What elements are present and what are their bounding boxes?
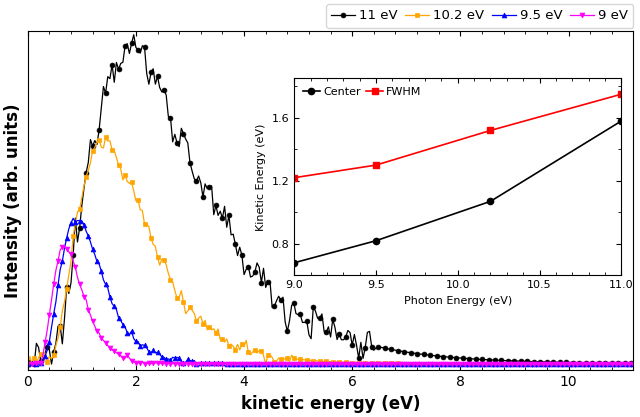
9.5 eV: [365, 362, 373, 367]
9.5 eV: [47, 325, 55, 330]
10.2 eV: [519, 362, 527, 367]
11 eV: [156, 85, 164, 90]
9 eV: [365, 362, 373, 367]
9 eV: [61, 244, 68, 249]
9.5 eV: [522, 362, 529, 367]
9 eV: [630, 362, 637, 367]
11 eV: [522, 359, 529, 364]
11 eV: [519, 359, 527, 364]
11 eV: [47, 362, 55, 367]
Line: 9 eV: 9 eV: [26, 244, 636, 367]
9 eV: [522, 362, 529, 367]
Y-axis label: Intensity (arb. units): Intensity (arb. units): [4, 103, 22, 298]
10.2 eV: [365, 361, 373, 366]
10.2 eV: [522, 362, 529, 367]
9.5 eV: [307, 362, 315, 367]
Legend: 11 eV, 10.2 eV, 9.5 eV, 9 eV: 11 eV, 10.2 eV, 9.5 eV, 9 eV: [326, 4, 634, 28]
9 eV: [24, 362, 31, 367]
11 eV: [630, 361, 637, 366]
10.2 eV: [47, 356, 55, 361]
10.2 eV: [102, 135, 109, 140]
11 eV: [130, 32, 138, 37]
11 eV: [365, 329, 373, 334]
10.2 eV: [156, 263, 164, 268]
10.2 eV: [307, 358, 315, 363]
9 eV: [307, 362, 315, 367]
9.5 eV: [156, 352, 164, 357]
9.5 eV: [519, 362, 527, 367]
10.2 eV: [24, 362, 31, 367]
Line: 11 eV: 11 eV: [26, 32, 636, 367]
11 eV: [24, 362, 31, 367]
Line: 10.2 eV: 10.2 eV: [26, 135, 636, 367]
9.5 eV: [69, 216, 77, 221]
9.5 eV: [630, 362, 637, 367]
9 eV: [519, 362, 527, 367]
9 eV: [47, 297, 55, 302]
9 eV: [156, 361, 164, 366]
Line: 9.5 eV: 9.5 eV: [26, 216, 636, 367]
9.5 eV: [24, 362, 31, 367]
10.2 eV: [630, 362, 637, 367]
11 eV: [307, 336, 315, 341]
X-axis label: kinetic energy (eV): kinetic energy (eV): [241, 395, 420, 413]
